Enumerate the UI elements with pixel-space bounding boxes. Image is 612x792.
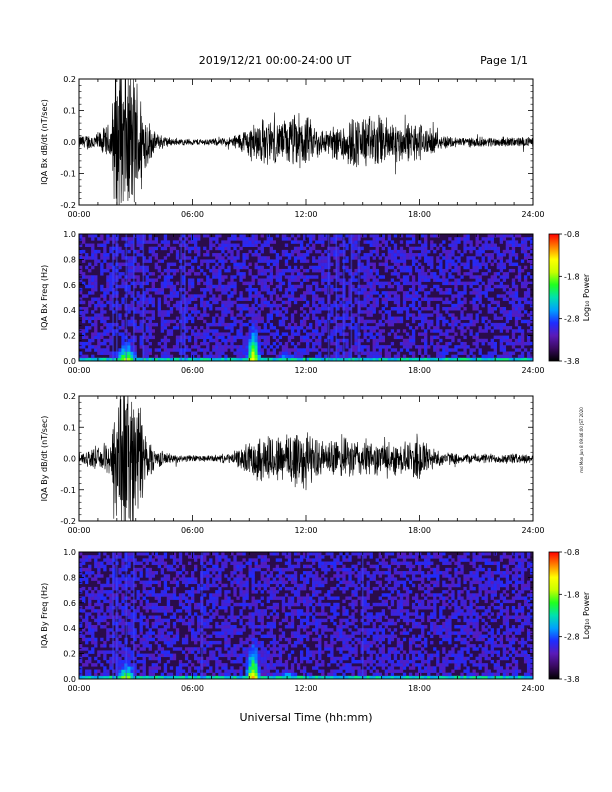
x-tick-label: 12:00 [294, 210, 317, 219]
x-tick-label: 06:00 [181, 366, 204, 375]
spectral-streak [335, 234, 338, 361]
colorbar [548, 551, 560, 680]
spectral-streak [112, 552, 114, 679]
y-axis-label: IQA Bx dB/dt (nT/sec) [40, 99, 49, 185]
y-tick-label: -0.2 [60, 517, 76, 526]
colorbar [548, 233, 560, 362]
y-axis-label: IQA By dB/dt (nT/sec) [40, 416, 49, 502]
by-waveform-panel: 00:00 06:00 12:00 18:00 24:00 0.2 0.1 0.0 -0.1 -0… [40, 392, 545, 535]
y-tick-label: 1.0 [63, 548, 76, 557]
y-tick-label: 0.6 [63, 281, 76, 290]
spectrogram-image [79, 552, 533, 679]
x-tick-label: 12:00 [294, 526, 317, 535]
y-tick-label: 0.4 [63, 306, 76, 315]
bx-spectrogram-panel: -0.8 -1.8 -2.8 -3.8 Log₁₀ Power 00:00 06:00 12:… [40, 230, 591, 375]
spectral-streak [116, 234, 118, 361]
spectral-streak [201, 552, 203, 679]
spectral-streak [125, 552, 128, 679]
x-tick-label: 24:00 [521, 526, 544, 535]
colorbar-tick-label: -3.8 [564, 357, 580, 366]
spectral-streak [125, 234, 128, 361]
spectrogram-image [79, 234, 533, 361]
spectral-streak [133, 234, 135, 361]
spectral-streak [184, 234, 186, 361]
x-tick-label: 18:00 [408, 366, 431, 375]
spectral-streak [180, 234, 182, 361]
colorbar-label: Log₁₀ Power [582, 273, 591, 321]
y-tick-label: 0.2 [63, 392, 76, 401]
y-tick-label: 0.6 [63, 599, 76, 608]
y-tick-label: 0.0 [63, 675, 76, 684]
x-tick-label: 18:00 [408, 210, 431, 219]
date-range-title: 2019/12/21 00:00-24:00 UT [199, 54, 352, 67]
spectral-streak [142, 234, 145, 361]
y-tick-label: 0.8 [63, 573, 76, 582]
x-axis-label: Universal Time (hh:mm) [240, 711, 373, 724]
y-axis-label: IQA By Freq (Hz) [40, 583, 49, 649]
x-tick-label: 06:00 [181, 526, 204, 535]
colorbar-tick-label: -1.8 [564, 272, 580, 281]
spectral-streak [350, 234, 353, 361]
spectral-streak [116, 552, 118, 679]
x-tick-label: 06:00 [181, 684, 204, 693]
x-tick-label: 00:00 [67, 526, 90, 535]
colorbar-tick-label: -2.8 [564, 315, 580, 324]
bx-waveform-panel: 00:00 06:00 12:00 18:00 24:00 0.2 0.1 0.0 -0.1 -0… [40, 75, 545, 219]
colorbar-tick-label: -0.8 [564, 230, 580, 239]
y-tick-label: 0.8 [63, 255, 76, 264]
spectral-streak [133, 552, 135, 679]
colorbar-tick-label: -3.8 [564, 675, 580, 684]
colorbar-tick-label: -1.8 [564, 590, 580, 599]
y-tick-label: 0.2 [63, 332, 76, 341]
x-tick-label: 24:00 [521, 366, 544, 375]
x-tick-label: 24:00 [521, 210, 544, 219]
by-spectrogram-panel: -0.8 -1.8 -2.8 -3.8 Log₁₀ Power 00:00 06:00 12:… [40, 548, 591, 693]
y-tick-label: 0.0 [63, 357, 76, 366]
spectral-streak [358, 234, 360, 361]
spectral-streak [327, 234, 330, 361]
x-tick-label: 12:00 [294, 366, 317, 375]
spectral-streak [361, 552, 364, 679]
page-indicator: Page 1/1 [480, 54, 528, 67]
colorbar-tick-label: -0.8 [564, 548, 580, 557]
y-tick-label: 1.0 [63, 230, 76, 239]
waveform-trace [79, 79, 533, 205]
x-tick-label: 00:00 [67, 210, 90, 219]
y-tick-label: 0.2 [63, 75, 76, 84]
x-tick-label: 06:00 [181, 210, 204, 219]
x-tick-label: 24:00 [521, 684, 544, 693]
y-tick-label: -0.1 [60, 486, 76, 495]
y-axis-label: IQA Bx Freq (Hz) [40, 265, 49, 331]
y-tick-label: 0.0 [63, 138, 76, 147]
y-tick-label: 0.4 [63, 624, 76, 633]
y-tick-label: 0.0 [63, 455, 76, 464]
x-tick-label: 00:00 [67, 684, 90, 693]
spectral-streak [343, 234, 345, 361]
side-timestamp-note: md Mon Jun 8 09:46:00 JST 2020 [579, 407, 584, 473]
colorbar-tick-label: -2.8 [564, 633, 580, 642]
y-tick-label: -0.2 [60, 201, 76, 210]
x-tick-label: 18:00 [408, 684, 431, 693]
x-tick-label: 18:00 [408, 526, 431, 535]
y-tick-label: 0.2 [63, 650, 76, 659]
y-tick-label: -0.1 [60, 170, 76, 179]
y-tick-label: 0.1 [63, 107, 76, 116]
x-tick-label: 00:00 [67, 366, 90, 375]
x-tick-label: 12:00 [294, 684, 317, 693]
y-tick-label: 0.1 [63, 423, 76, 432]
spectral-streak [112, 234, 114, 361]
waveform-trace [79, 396, 533, 521]
colorbar-label: Log₁₀ Power [582, 591, 591, 639]
